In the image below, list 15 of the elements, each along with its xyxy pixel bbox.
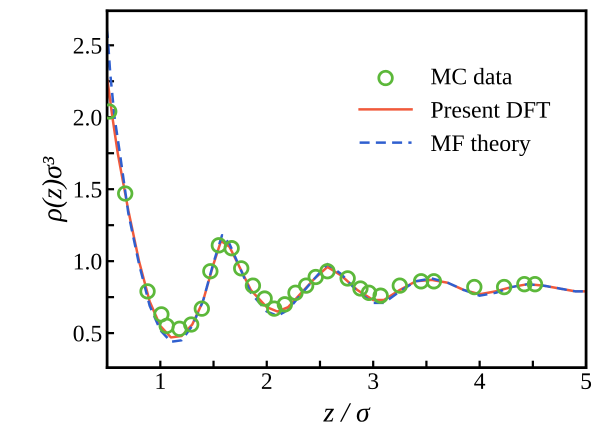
x-tick-label: 4 <box>474 373 486 389</box>
x-tick-label: 5 <box>582 373 592 390</box>
y-tick-label: 2.0 <box>74 110 102 126</box>
y-tick-label: 1.0 <box>74 254 102 270</box>
legend-label: MF theory <box>431 134 531 156</box>
x-tick-label: 2 <box>262 373 272 389</box>
y-tick-label: 0.5 <box>74 326 102 342</box>
x-tick-label: 1 <box>156 373 165 389</box>
y-tick-label: 1.5 <box>74 182 102 198</box>
y-tick-label: 2.5 <box>74 38 102 54</box>
legend-label: MC data <box>431 68 512 84</box>
y-axis-title: ρ(z)σ³ <box>42 156 68 222</box>
legend-label: Present DFT <box>431 102 550 118</box>
x-tick-label: 3 <box>368 373 378 390</box>
x-axis-title: z / σ <box>323 403 371 422</box>
